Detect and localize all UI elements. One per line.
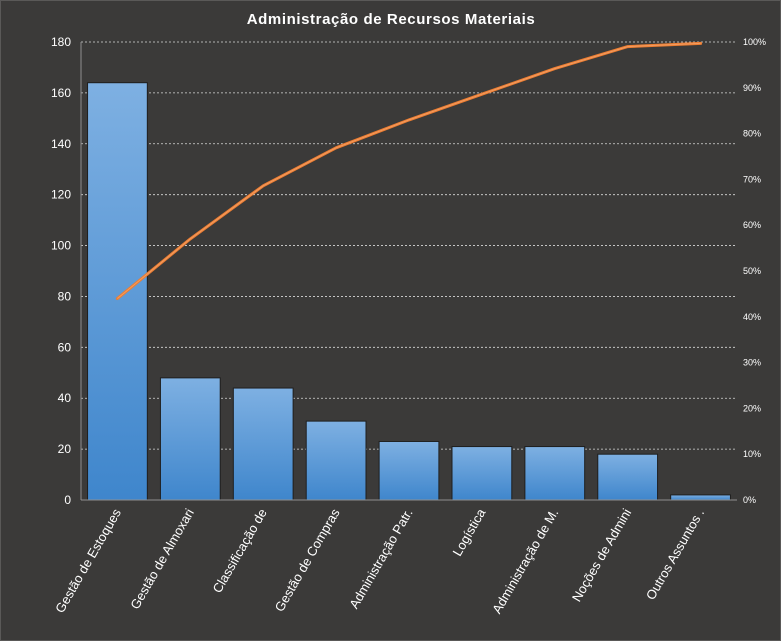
y2-tick-label: 100%	[743, 37, 766, 47]
bar	[232, 387, 294, 501]
category-label: Classificação de	[210, 506, 270, 595]
bars	[87, 82, 731, 501]
bar	[305, 420, 367, 501]
cumulative-line	[115, 41, 703, 300]
y2-tick-label: 60%	[743, 220, 761, 230]
y-tick-label: 160	[51, 86, 71, 100]
category-label: Logística	[449, 505, 488, 558]
y2-tick-label: 70%	[743, 174, 761, 184]
category-label: Gestão de Almoxari	[127, 506, 197, 612]
category-label: Outros Assuntos .	[643, 506, 707, 602]
y2-tick-label: 10%	[743, 449, 761, 459]
bar	[524, 446, 586, 501]
y2-tick-label: 40%	[743, 312, 761, 322]
axes	[80, 42, 737, 501]
y-tick-label: 0	[64, 493, 71, 507]
y-tick-label: 20	[58, 442, 72, 456]
y-tick-label: 100	[51, 239, 71, 253]
y2-tick-label: 50%	[743, 266, 761, 276]
cumulative-line-group	[115, 41, 703, 300]
category-labels: Gestão de Estoques Gestão de Almoxari Clas…	[52, 505, 707, 616]
y2-tick-label: 80%	[743, 129, 761, 139]
bar	[159, 377, 221, 501]
y-tick-label: 40	[58, 391, 72, 405]
y-tick-label: 120	[51, 188, 71, 202]
y-tick-label: 80	[58, 289, 72, 303]
y-tick-label: 60	[58, 340, 72, 354]
category-label: Gestão de Estoques	[52, 506, 124, 616]
right-axis-ticks: 0% 10% 20% 30% 40% 50% 60% 70% 80% 90% 100%	[743, 37, 766, 505]
chart-title: Administração de Recursos Materiais	[247, 11, 536, 28]
bar	[378, 440, 440, 501]
category-label: Gestão de Compras	[272, 506, 343, 615]
category-label: Noções de Admini	[569, 506, 634, 604]
y2-tick-label: 30%	[743, 358, 761, 368]
y2-tick-label: 0%	[743, 495, 756, 505]
y2-tick-label: 20%	[743, 403, 761, 413]
y2-tick-label: 90%	[743, 83, 761, 93]
cumulative-line-highlight	[117, 42, 701, 299]
bar	[87, 82, 148, 501]
bar	[451, 446, 513, 501]
category-label: Administração de M.	[489, 506, 561, 616]
left-axis-ticks: 0 20 40 60 80 100 120 140 160 180	[51, 35, 71, 507]
category-label: Administração Patr.	[346, 506, 415, 611]
y-tick-label: 180	[51, 35, 71, 49]
bar	[670, 494, 731, 501]
y-tick-label: 140	[51, 137, 71, 151]
bar	[597, 453, 659, 501]
